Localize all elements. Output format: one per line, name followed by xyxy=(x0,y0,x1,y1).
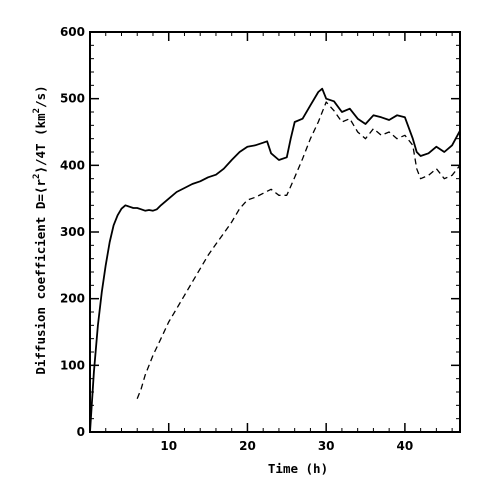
y-tick-label: 100 xyxy=(60,358,85,372)
plot-frame xyxy=(89,31,461,433)
y-label-middle: ⟩/4T (km xyxy=(33,113,48,174)
ticks-layer xyxy=(90,31,460,433)
y-tick-label: 600 xyxy=(60,25,85,39)
x-tick-label: 20 xyxy=(239,439,256,453)
x-tick-label: 30 xyxy=(318,439,335,453)
y-tick-label: 300 xyxy=(60,225,85,239)
y-label-prefix: Diffusion coefficient D=⟨r xyxy=(33,179,48,375)
dashed-series-line xyxy=(136,101,461,399)
plot-border xyxy=(89,31,461,433)
y-label-suffix: /s) xyxy=(33,85,48,108)
labels-layer: 0 100 200 300 400 500 600 10 20 30 40 xyxy=(60,25,413,453)
series-layer xyxy=(89,87,461,433)
y-tick-label: 400 xyxy=(60,158,85,172)
x-tick-label: 10 xyxy=(160,439,177,453)
y-label-sup: 2 xyxy=(32,174,42,179)
y-label-sup2: 2 xyxy=(32,108,42,113)
y-tick-label: 500 xyxy=(60,92,85,106)
y-tick-label: 200 xyxy=(60,292,85,306)
x-axis-label: Time (h) xyxy=(268,461,328,476)
y-axis-label: Diffusion coefficient D=⟨r2⟩/4T (km2/s) xyxy=(32,85,48,374)
solid-series-line xyxy=(89,87,461,433)
x-tick-label: 40 xyxy=(397,439,414,453)
y-tick-label: 0 xyxy=(77,425,85,439)
